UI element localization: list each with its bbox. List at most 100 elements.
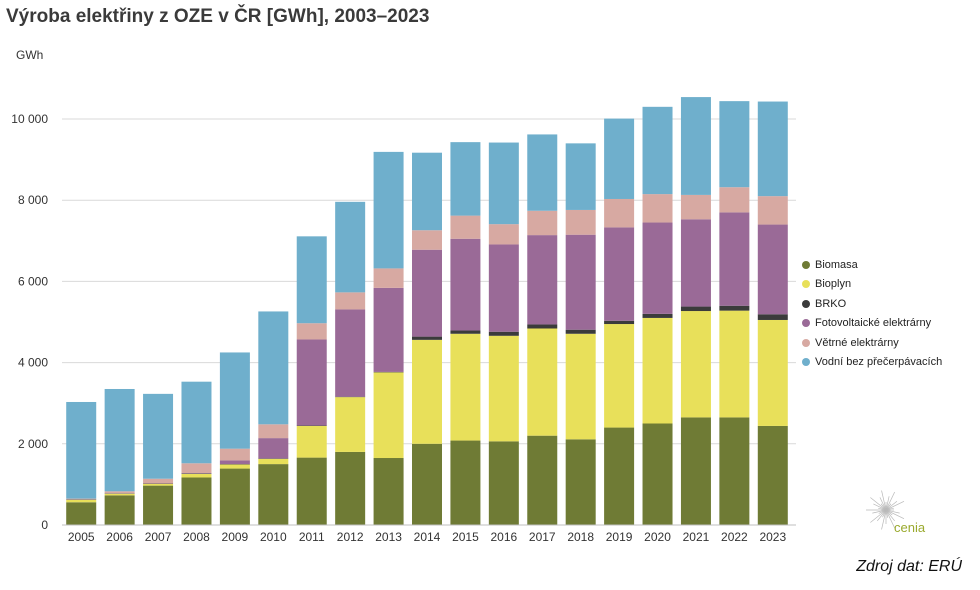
x-tick-label: 2019: [606, 530, 633, 544]
x-tick-label: 2011: [299, 530, 325, 544]
bar-segment-biomasa: Biomasa 2011: 1660: [296, 457, 327, 525]
bar-segment-fotovoltaick-elektr-rny: Fotovoltaické elektrárny 2010: 500: [258, 438, 289, 459]
bar-segment-v-trn-elektr-rny: Větrné elektrárny 2007: 120: [143, 478, 174, 484]
bar-segment-bioplyn: Bioplyn 2019: 2550: [604, 324, 635, 428]
bar-segment-biomasa: Biomasa 2008: 1170: [181, 477, 212, 525]
bar-segment-bioplyn: Bioplyn 2023: 2610: [757, 319, 788, 426]
bar-segment-v-trn-elektr-rny: Větrné elektrárny 2010: 340: [258, 424, 289, 439]
bar-segment-v-trn-elektr-rny: Větrné elektrárny 2008: 240: [181, 463, 212, 474]
bar-segment-vodn-bez-p-e-erp-vac-ch: Vodní bez přečerpávacích 2023: 2330: [757, 101, 788, 197]
bar-segment-vodn-bez-p-e-erp-vac-ch: Vodní bez přečerpávacích 2006: 2520: [104, 388, 135, 492]
bar-segment-biomasa: Biomasa 2015: 2080: [450, 440, 481, 525]
x-tick-label: 2007: [145, 530, 172, 544]
x-tick-label: 2010: [260, 530, 287, 544]
legend-label: Biomasa: [815, 258, 858, 271]
bar-segment-v-trn-elektr-rny: Větrné elektrárny 2012: 420: [335, 292, 366, 310]
bar-segment-biomasa: Biomasa 2013: 1650: [373, 458, 404, 525]
cenia-logo: cenia: [866, 490, 926, 535]
bar-segment-fotovoltaick-elektr-rny: Fotovoltaické elektrárny 2021: 2150: [680, 219, 711, 307]
bar-segment-vodn-bez-p-e-erp-vac-ch: Vodní bez přečerpávacích 2008: 2010: [181, 381, 212, 464]
bar-segment-bioplyn: Bioplyn 2014: 2560: [412, 339, 442, 444]
bar-segment-brko: BRKO 2015: 80: [450, 330, 481, 334]
bar-segment-bioplyn: Bioplyn 2010: 130: [258, 458, 289, 465]
bar-segment-bioplyn: Bioplyn 2020: 2600: [642, 317, 673, 424]
chart-legend: Biomasa Bioplyn BRKO Fotovoltaické elektrár…: [802, 255, 942, 372]
legend-item: Vodní bez přečerpávacích: [802, 353, 942, 373]
legend-item: Větrné elektrárny: [802, 333, 942, 353]
y-axis-unit-label: GWh: [16, 48, 44, 62]
bar-segment-v-trn-elektr-rny: Větrné elektrárny 2020: 700: [642, 194, 673, 223]
bar-segment-biomasa: Biomasa 2006: 730: [104, 495, 135, 525]
bar-segment-biomasa: Biomasa 2010: 1500: [258, 464, 289, 525]
bar-segment-bioplyn: Bioplyn 2012: 1350: [335, 397, 366, 452]
bar-segment-brko: BRKO 2021: 110: [680, 306, 711, 312]
x-tick-label: 2008: [183, 530, 210, 544]
bar-segment-vodn-bez-p-e-erp-vac-ch: Vodní bez přečerpávacích 2021: 2410: [680, 97, 711, 195]
legend-swatch: [802, 358, 810, 367]
bar-segment-vodn-bez-p-e-erp-vac-ch: Vodní bez přečerpávacích 2010: 2780: [258, 311, 289, 425]
bar-segment-v-trn-elektr-rny: Větrné elektrárny 2022: 620: [719, 187, 750, 213]
y-tick-label: 2 000: [18, 437, 48, 451]
bar-segment-vodn-bez-p-e-erp-vac-ch: Vodní bez přečerpávacích 2016: 2010: [488, 142, 519, 225]
bar-segment-v-trn-elektr-rny: Větrné elektrárny 2006: 50: [104, 491, 135, 494]
legend-item: Biomasa: [802, 255, 942, 275]
legend-label: Vodní bez přečerpávacích: [815, 356, 943, 369]
bar-segment-biomasa: Biomasa 2021: 2650: [680, 417, 711, 525]
bar-segment-vodn-bez-p-e-erp-vac-ch: Vodní bez přečerpávacích 2011: 2140: [296, 236, 327, 324]
bar-segment-vodn-bez-p-e-erp-vac-ch: Vodní bez přečerpávacích 2020: 2150: [642, 106, 673, 195]
x-tick-label: 2014: [414, 530, 441, 544]
bar-segment-v-trn-elektr-rny: Větrné elektrárny 2009: 290: [219, 448, 250, 461]
bar-segment-bioplyn: Bioplyn 2006: 40: [104, 493, 135, 496]
bar-segment-bioplyn: Bioplyn 2005: 60: [66, 499, 97, 503]
legend-swatch: [802, 319, 810, 328]
chart-title: Výroba elektřiny z OZE v ČR [GWh], 2003–…: [6, 6, 430, 27]
bar-segment-fotovoltaick-elektr-rny: Fotovoltaické elektrárny 2013: 2070: [373, 287, 404, 372]
bar-segment-fotovoltaick-elektr-rny: Fotovoltaické elektrárny 2016: 2150: [488, 244, 519, 332]
bar-segment-bioplyn: Bioplyn 2018: 2600: [565, 333, 596, 440]
x-tick-label: 2012: [337, 530, 364, 544]
bar-segment-vodn-bez-p-e-erp-vac-ch: Vodní bez přečerpávacích 2014: 1910: [412, 152, 442, 231]
bar-segment-brko: BRKO 2016: 100: [488, 331, 519, 336]
legend-label: Větrné elektrárny: [815, 336, 899, 349]
bar-segment-v-trn-elektr-rny: Větrné elektrárny 2021: 600: [680, 194, 711, 220]
bar-segment-v-trn-elektr-rny: Větrné elektrárny 2015: 570: [450, 215, 481, 239]
bar-segment-biomasa: Biomasa 2016: 2060: [488, 441, 519, 525]
legend-swatch: [802, 260, 810, 269]
bar-segment-vodn-bez-p-e-erp-vac-ch: Vodní bez přečerpávacích 2019: 1980: [604, 118, 635, 199]
bar-segment-brko: BRKO 2019: 80: [604, 320, 635, 325]
legend-swatch: [802, 280, 810, 289]
bar-segment-vodn-bez-p-e-erp-vac-ch: Vodní bez přečerpávacích 2013: 2870: [373, 151, 404, 269]
legend-swatch: [802, 338, 810, 347]
legend-item: Fotovoltaické elektrárny: [802, 314, 942, 334]
bar-segment-bioplyn: Bioplyn 2022: 2630: [719, 310, 750, 418]
bar-segment-biomasa: Biomasa 2017: 2200: [527, 435, 558, 525]
bar-segment-biomasa: Biomasa 2023: 2440: [757, 425, 788, 525]
bar-segment-fotovoltaick-elektr-rny: Fotovoltaické elektrárny 2015: 2260: [450, 238, 481, 331]
bar-segment-brko: BRKO 2023: 140: [757, 314, 788, 320]
x-tick-label: 2009: [222, 530, 249, 544]
bar-segment-v-trn-elektr-rny: Větrné elektrárny 2005: 20: [66, 498, 97, 500]
bar-segment-vodn-bez-p-e-erp-vac-ch: Vodní bez přečerpávacích 2012: 2230: [335, 201, 366, 293]
bar-segment-biomasa: Biomasa 2005: 560: [66, 502, 97, 525]
bar-segment-vodn-bez-p-e-erp-vac-ch: Vodní bez přečerpávacích 2009: 2370: [219, 352, 250, 449]
bar-segment-brko: BRKO 2022: 120: [719, 305, 750, 311]
bar-segment-bioplyn: Bioplyn 2017: 2640: [527, 328, 558, 436]
legend-label: Fotovoltaické elektrárny: [815, 317, 932, 330]
bar-segment-v-trn-elektr-rny: Větrné elektrárny 2019: 700: [604, 198, 635, 228]
bar-segment-fotovoltaick-elektr-rny: Fotovoltaické elektrárny 2020: 2250: [642, 222, 673, 314]
bar-segment-v-trn-elektr-rny: Větrné elektrárny 2011: 400: [296, 323, 327, 340]
bar-segment-fotovoltaick-elektr-rny: Fotovoltaické elektrárny 2014: 2140: [412, 249, 442, 337]
bar-segment-bioplyn: Bioplyn 2011: 780: [296, 425, 327, 458]
x-tick-label: 2006: [106, 530, 133, 544]
legend-swatch: [802, 299, 810, 308]
bar-segment-vodn-bez-p-e-erp-vac-ch: Vodní bez přečerpávacích 2005: 2380: [66, 401, 97, 499]
x-tick-label: 2017: [529, 530, 556, 544]
x-tick-label: 2021: [683, 530, 710, 544]
bar-segment-bioplyn: Bioplyn 2013: 2110: [373, 372, 404, 459]
bar-segment-v-trn-elektr-rny: Větrné elektrárny 2023: 700: [757, 196, 788, 225]
x-tick-label: 2022: [721, 530, 748, 544]
x-tick-label: 2016: [490, 530, 517, 544]
